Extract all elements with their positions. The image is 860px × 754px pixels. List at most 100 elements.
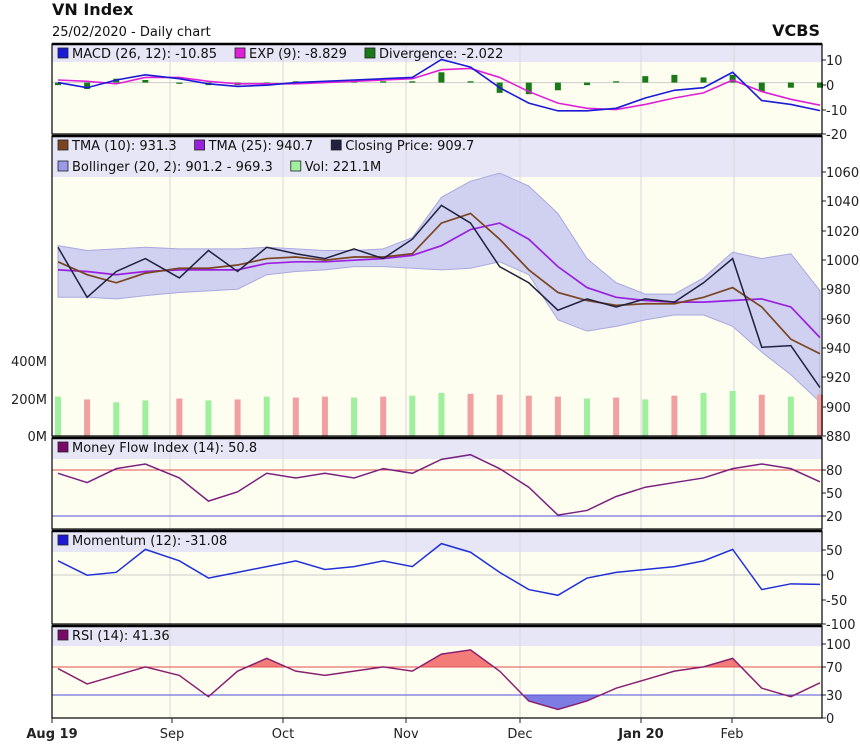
legend-swatch (57, 47, 69, 59)
legend-swatch (57, 629, 69, 641)
legend-label: MACD (26, 12): -10.85 (72, 47, 217, 62)
panel-1: MACD (26, 12): -10.85 EXP (9): -8.829 Dive… (51, 44, 847, 143)
y-tick-label: 30 (826, 689, 843, 704)
series-macd-line (57, 58, 821, 112)
y-tick-label: 960 (826, 313, 851, 328)
y-tick-label: 20 (826, 510, 843, 525)
overbought-area (247, 658, 287, 667)
legend-label: Momentum (12): -31.08 (72, 534, 227, 549)
volume-bar (758, 394, 765, 436)
volume-bar (817, 394, 823, 436)
x-tick-label: Jan 20 (617, 727, 663, 742)
volume-bar (584, 398, 591, 436)
brand-label: VCBS (772, 21, 820, 40)
panel-3: Money Flow Index (14): 50.8 80 50 20 (51, 438, 843, 529)
legend-swatch (57, 534, 69, 546)
divergence-bar (671, 74, 678, 83)
legend-label: TMA (25): 940.7 (208, 139, 314, 154)
legend-swatch (290, 160, 302, 172)
series-closing-priceline (57, 204, 821, 389)
volume-bar (84, 399, 91, 436)
volume-bar (113, 402, 120, 436)
volume-bar (142, 400, 149, 436)
chart-title: VN Index (52, 0, 134, 19)
x-tick-label: Oct (272, 727, 294, 742)
legend-band (52, 626, 822, 646)
volume-bar (642, 399, 649, 436)
divergence-bar (729, 74, 736, 83)
divergence-bar (642, 76, 649, 83)
legend-label: Bollinger (20, 2): 901.2 - 969.3 (72, 160, 273, 175)
volume-bar (525, 395, 532, 436)
divergence-bar (176, 82, 183, 84)
y-tick-label: 70 (826, 661, 843, 676)
divergence-bar (409, 81, 416, 83)
volume-bar (321, 396, 328, 436)
series-mfi-line (57, 453, 821, 516)
y-tick-label: 1000 (826, 254, 859, 269)
y-tick-label: 920 (826, 371, 851, 386)
legend-label: TMA (10): 931.3 (71, 139, 177, 154)
y-tick-label: 100 (826, 638, 851, 653)
volume-bar (205, 400, 212, 436)
legend-band (52, 136, 822, 177)
y-tick-label: -10 (826, 104, 847, 119)
volume-bar (700, 392, 707, 436)
y-tick-label: 900 (826, 401, 851, 416)
series-rsi-line (57, 649, 821, 711)
volume-tick-label: 200M (11, 393, 47, 408)
y-tick-label: -20 (826, 128, 847, 143)
series-tma-25-line (57, 222, 821, 339)
x-tick-label: Aug 19 (26, 727, 77, 742)
oversold-area (522, 695, 601, 710)
y-tick-label: 80 (826, 464, 843, 479)
divergence-bar (758, 82, 765, 92)
y-tick-label: 10 (826, 54, 843, 69)
divergence-bar (380, 81, 387, 83)
volume-bar (234, 399, 241, 436)
volume-bar (438, 392, 445, 436)
legend-label: Vol: 221.1M (305, 160, 381, 175)
x-tick-label: Feb (720, 727, 743, 742)
volume-bar (292, 397, 299, 436)
panel-4: Momentum (12): -31.08 50 0 -50 -100 (51, 531, 856, 633)
y-tick-label: 1040 (826, 195, 859, 210)
y-tick-label: 880 (826, 430, 851, 445)
y-tick-label: -100 (826, 618, 856, 633)
legend-band (52, 438, 822, 459)
y-tick-label: 50 (826, 487, 843, 502)
divergence-bar (467, 81, 474, 83)
divergence-bar (554, 82, 561, 91)
x-tick-label: Nov (393, 727, 419, 742)
volume-bar (496, 394, 503, 436)
x-tick-label: Dec (507, 727, 532, 742)
volume-bar (554, 396, 561, 436)
divergence-bar (787, 82, 794, 88)
legend-label: Money Flow Index (14): 50.8 (72, 441, 257, 456)
volume-bar (380, 396, 387, 436)
x-tick-label: Sep (160, 727, 185, 742)
series-momentum-line (57, 542, 821, 597)
divergence-bar (613, 81, 620, 83)
legend-swatch (364, 47, 376, 59)
volume-bar (176, 398, 183, 436)
divergence-bar (700, 77, 707, 83)
legend-band (52, 531, 822, 552)
legend-label: Closing Price: 909.7 (345, 139, 474, 154)
legend-label: Divergence: -2.022 (379, 47, 503, 62)
series-exp-line (57, 67, 821, 111)
divergence-bar (525, 82, 532, 95)
volume-tick-label: 0M (28, 430, 48, 445)
y-tick-label: 0 (826, 712, 834, 727)
volume-bar (263, 396, 270, 436)
legend-label: RSI (14): 41.36 (72, 629, 170, 644)
divergence-bar (817, 82, 823, 88)
divergence-bar (584, 82, 591, 86)
legend-swatch (57, 441, 69, 453)
volume-bar (671, 395, 678, 436)
legend-swatch (330, 139, 342, 151)
y-tick-label: 940 (826, 342, 851, 357)
legend-swatch (234, 47, 246, 59)
